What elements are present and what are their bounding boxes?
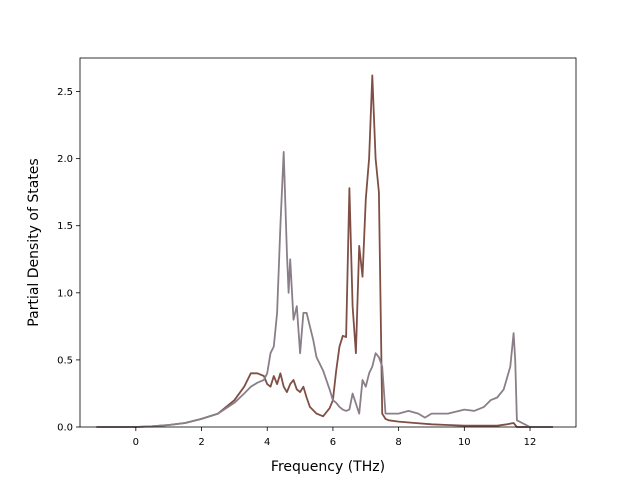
x-tick-label: 10 bbox=[458, 437, 471, 448]
x-tick-label: 12 bbox=[524, 437, 537, 448]
series-layer bbox=[96, 74, 553, 428]
x-tick-label: 6 bbox=[330, 437, 336, 448]
x-tick-label: 4 bbox=[264, 437, 270, 448]
x-tick-label: 8 bbox=[395, 437, 401, 448]
y-tick-label: 0.0 bbox=[57, 423, 73, 434]
plot-frame bbox=[79, 57, 577, 428]
y-tick-label: 1.0 bbox=[57, 288, 73, 299]
y-tick-label: 2.0 bbox=[57, 154, 73, 165]
y-tick-label: 1.5 bbox=[57, 221, 73, 232]
x-tick-label: 2 bbox=[198, 437, 204, 448]
y-tick-label: 0.5 bbox=[57, 355, 73, 366]
x-tick-label: 0 bbox=[133, 437, 139, 448]
series-line-1 bbox=[96, 74, 553, 428]
series-line-2 bbox=[96, 150, 553, 428]
x-axis-ticks: 0 2 4 6 8 10 12 bbox=[133, 427, 537, 448]
y-tick-label: 2.5 bbox=[57, 87, 73, 98]
y-axis-ticks: 0.0 0.5 1.0 1.5 2.0 2.5 bbox=[57, 87, 80, 434]
x-axis-title: Frequency (THz) bbox=[271, 459, 385, 475]
y-axis-title: Partial Density of States bbox=[26, 158, 42, 326]
